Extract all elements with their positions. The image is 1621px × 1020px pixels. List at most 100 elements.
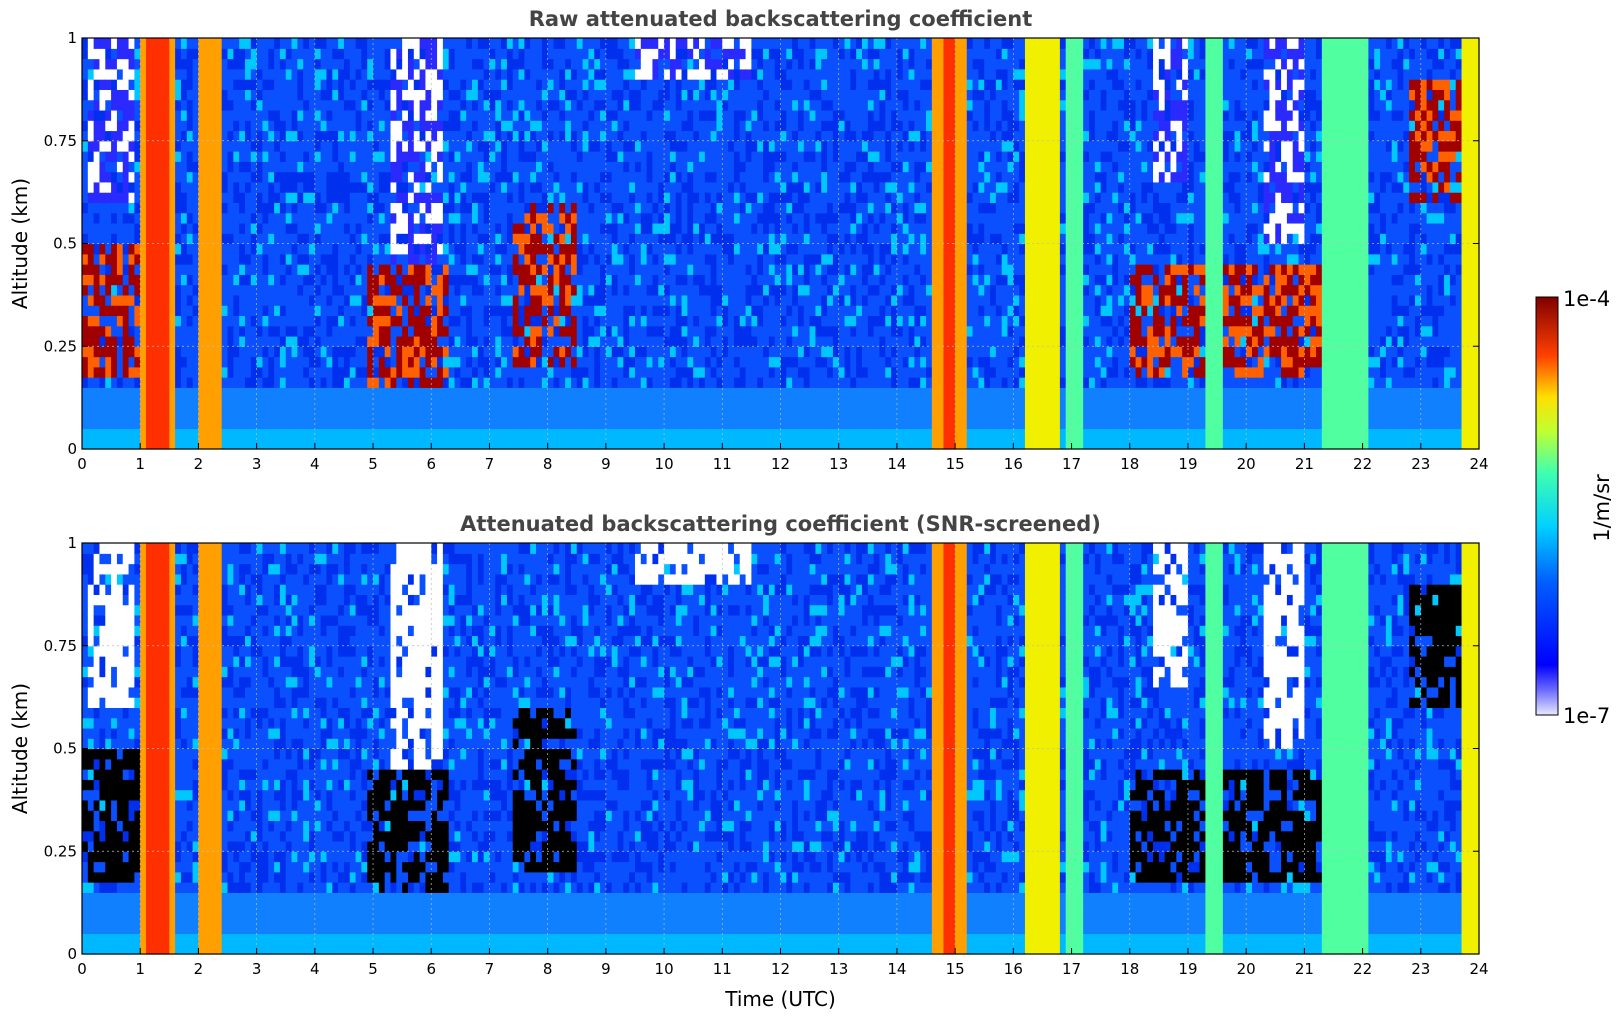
heatmap-cell: [175, 335, 182, 347]
heatmap-cell: [512, 325, 520, 337]
heatmap-cell: [262, 222, 269, 234]
heatmap-cell: [163, 212, 170, 224]
heatmap-cell: [786, 161, 793, 173]
heatmap-cell: [652, 99, 659, 111]
heatmap-cell: [559, 325, 566, 337]
heatmap-cell: [303, 151, 310, 162]
heatmap-cell: [448, 89, 456, 101]
heatmap-cell: [227, 346, 234, 358]
heatmap-cell: [442, 161, 450, 173]
heatmap-cell: [227, 253, 234, 265]
heatmap-cell: [693, 48, 700, 60]
heatmap-cell: [553, 315, 560, 327]
heatmap-cell: [768, 243, 776, 255]
heatmap-cell: [332, 109, 339, 121]
heatmap-cell: [506, 222, 514, 234]
heatmap-cell: [250, 377, 258, 388]
heatmap-cell: [559, 109, 566, 121]
heatmap-cell: [373, 387, 380, 399]
heatmap-cell: [303, 233, 310, 245]
heatmap-cell: [437, 407, 444, 419]
heatmap-cell: [588, 346, 595, 358]
heatmap-cell: [472, 274, 479, 286]
heatmap-cell: [210, 438, 217, 450]
heatmap-cell: [82, 130, 89, 142]
heatmap-cell: [122, 243, 130, 255]
heatmap-cell: [233, 356, 240, 368]
heatmap-cell: [646, 181, 654, 193]
heatmap-cell: [396, 212, 403, 224]
heatmap-cell: [681, 315, 688, 327]
heatmap-cell: [477, 418, 485, 430]
heatmap-cell: [722, 346, 729, 358]
heatmap-cell: [151, 438, 159, 450]
heatmap-cell: [512, 48, 520, 60]
heatmap-cell: [582, 294, 590, 306]
heatmap-cell: [274, 397, 281, 409]
heatmap-cell: [687, 222, 694, 234]
heatmap-cell: [448, 294, 456, 306]
heatmap-cell: [116, 418, 124, 430]
heatmap-cell: [483, 346, 491, 358]
heatmap-cell: [402, 161, 409, 173]
heatmap-cell: [221, 171, 229, 183]
heatmap-cell: [541, 305, 549, 317]
heatmap-cell: [582, 161, 590, 173]
heatmap-cell: [407, 346, 415, 358]
heatmap-cell: [419, 192, 427, 204]
heatmap-cell: [210, 140, 217, 152]
heatmap-cell: [559, 243, 566, 255]
heatmap-cell: [634, 109, 642, 121]
heatmap-cell: [297, 48, 304, 60]
heatmap-cell: [658, 38, 665, 49]
heatmap-cell: [786, 109, 793, 121]
heatmap-cell: [786, 79, 793, 90]
heatmap-cell: [733, 233, 741, 245]
heatmap-cell: [605, 38, 613, 49]
heatmap-cell: [111, 171, 118, 183]
heatmap-cell: [285, 346, 293, 358]
heatmap-cell: [303, 38, 310, 49]
heatmap-cell: [320, 366, 328, 378]
heatmap-cell: [786, 233, 793, 245]
heatmap-cell: [402, 202, 409, 214]
heatmap-cell: [116, 253, 124, 265]
heatmap-cell: [687, 397, 694, 409]
heatmap-cell: [588, 274, 595, 286]
heatmap-cell: [157, 161, 165, 173]
heatmap-cell: [175, 264, 182, 275]
heatmap-cell: [623, 377, 630, 388]
heatmap-cell: [570, 418, 578, 430]
heatmap-cell: [262, 151, 269, 162]
heatmap-cell: [629, 305, 636, 317]
heatmap-cell: [239, 264, 246, 275]
heatmap-cell: [477, 68, 485, 80]
heatmap-cell: [99, 212, 106, 224]
heatmap-cell: [611, 58, 619, 70]
heatmap-cell: [588, 212, 595, 224]
heatmap-cell: [454, 418, 461, 430]
heatmap-cell: [536, 438, 543, 450]
heatmap-cell: [93, 161, 101, 173]
heatmap-cell: [460, 130, 467, 142]
heatmap-cell: [419, 407, 427, 419]
heatmap-cell: [425, 233, 432, 245]
heatmap-cell: [640, 89, 648, 101]
heatmap-cell: [180, 202, 188, 214]
heatmap-cell: [291, 397, 298, 409]
heatmap-cell: [279, 346, 287, 358]
heatmap-cell: [349, 305, 357, 317]
heatmap-cell: [681, 161, 688, 173]
heatmap-cell: [658, 202, 665, 214]
heatmap-cell: [547, 274, 555, 286]
heatmap-cell: [256, 243, 264, 255]
heatmap-cell: [640, 264, 648, 275]
heatmap-cell: [99, 120, 106, 132]
heatmap-cell: [699, 222, 706, 234]
heatmap-cell: [600, 161, 607, 173]
heatmap-cell: [687, 325, 694, 337]
heatmap-cell: [407, 151, 415, 162]
heatmap-cell: [437, 305, 444, 317]
heatmap-cell: [227, 120, 234, 132]
heatmap-cell: [413, 140, 421, 152]
